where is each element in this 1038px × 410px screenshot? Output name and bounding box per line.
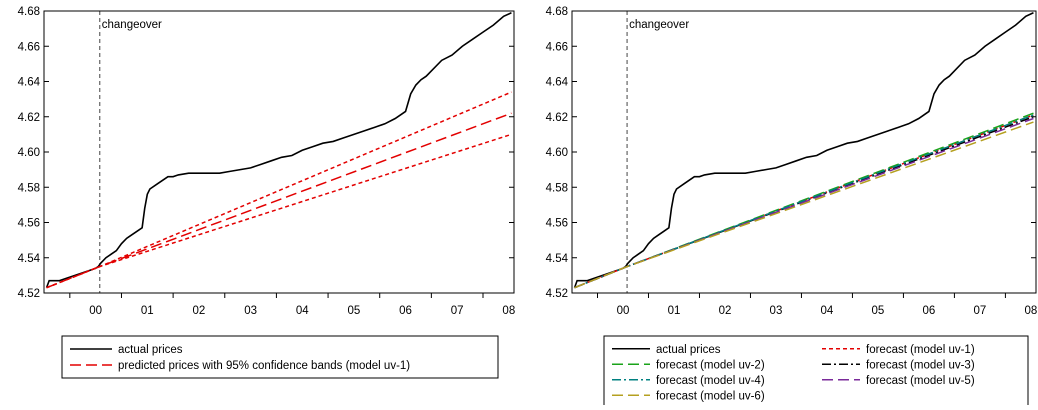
y-tick-label: 4.56 xyxy=(546,218,568,230)
x-tick-label: 00 xyxy=(617,305,630,317)
x-tick-label: 03 xyxy=(770,305,783,317)
chart-panel-2: 4.52 4.54 4.56 4.58 4.60 4.62 4.64 4.66 4.68 00 01… xyxy=(546,6,1038,409)
x-tick-label: 04 xyxy=(821,305,834,317)
x-tick-label: 02 xyxy=(719,305,732,317)
series-line-7 xyxy=(574,121,1034,289)
series-line-1 xyxy=(573,12,1034,288)
x-tick-label: 05 xyxy=(347,305,360,317)
legend-box xyxy=(603,335,1029,409)
x-tick-label: 04 xyxy=(296,305,309,317)
changeover-label: changeover xyxy=(102,19,162,31)
legend-label: forecast (model uv-6) xyxy=(656,390,765,402)
y-tick-label: 4.64 xyxy=(546,77,569,89)
y-tick-label: 4.64 xyxy=(18,77,41,89)
legend-label: actual prices xyxy=(656,344,721,356)
plot-frame xyxy=(571,10,1037,294)
series-group xyxy=(573,12,1034,289)
legend-label: forecast (model uv-2) xyxy=(656,359,765,371)
y-tick-label: 4.62 xyxy=(546,112,568,124)
y-tick-label: 4.62 xyxy=(18,112,40,124)
x-tick-label: 07 xyxy=(451,305,464,317)
legend-label: forecast (model uv-1) xyxy=(866,344,975,356)
y-tick-label: 4.58 xyxy=(546,182,568,194)
y-tick-label: 4.52 xyxy=(546,288,568,300)
chart-panel-1: 4.52 4.54 4.56 4.58 4.60 4.62 4.64 4.66 4.68 00 01… xyxy=(18,6,515,379)
y-tick-label: 4.60 xyxy=(18,147,40,159)
y-tick-label: 4.66 xyxy=(18,41,40,53)
changeover-label: changeover xyxy=(629,19,689,31)
y-tick-label: 4.58 xyxy=(18,182,40,194)
series-group xyxy=(45,12,512,289)
y-tick-label: 4.54 xyxy=(546,253,569,265)
y-tick-label: 4.68 xyxy=(18,6,40,18)
x-tick-label: 03 xyxy=(244,305,257,317)
x-tick-label: 00 xyxy=(89,305,102,317)
x-tick-label: 08 xyxy=(1025,305,1038,317)
x-tick-label: 06 xyxy=(923,305,936,317)
confidence-band-upper xyxy=(46,91,512,289)
y-tick-label: 4.68 xyxy=(546,6,568,18)
x-tick-label: 08 xyxy=(502,305,515,317)
plot-frame xyxy=(43,10,515,294)
y-tick-label: 4.66 xyxy=(546,41,568,53)
legend-label: forecast (model uv-5) xyxy=(866,375,975,387)
y-tick-label: 4.54 xyxy=(18,253,41,265)
x-tick-label: 07 xyxy=(974,305,987,317)
x-tick-label: 02 xyxy=(193,305,206,317)
legend-label: forecast (model uv-4) xyxy=(656,375,765,387)
legend-label: forecast (model uv-3) xyxy=(866,359,975,371)
y-tick-label: 4.56 xyxy=(18,218,40,230)
x-tick-label: 01 xyxy=(668,305,681,317)
legend-label: predicted prices with 95% confidence ban… xyxy=(118,360,410,372)
series-line-1 xyxy=(45,12,512,288)
y-tick-label: 4.52 xyxy=(18,288,40,300)
x-tick-label: 01 xyxy=(141,305,154,317)
series-line-2 xyxy=(46,112,512,289)
x-tick-label: 06 xyxy=(399,305,412,317)
legend-box xyxy=(61,335,499,379)
y-tick-label: 4.60 xyxy=(546,147,568,159)
confidence-band-lower xyxy=(46,133,512,289)
legend-label: actual prices xyxy=(118,344,183,356)
x-tick-label: 05 xyxy=(872,305,885,317)
